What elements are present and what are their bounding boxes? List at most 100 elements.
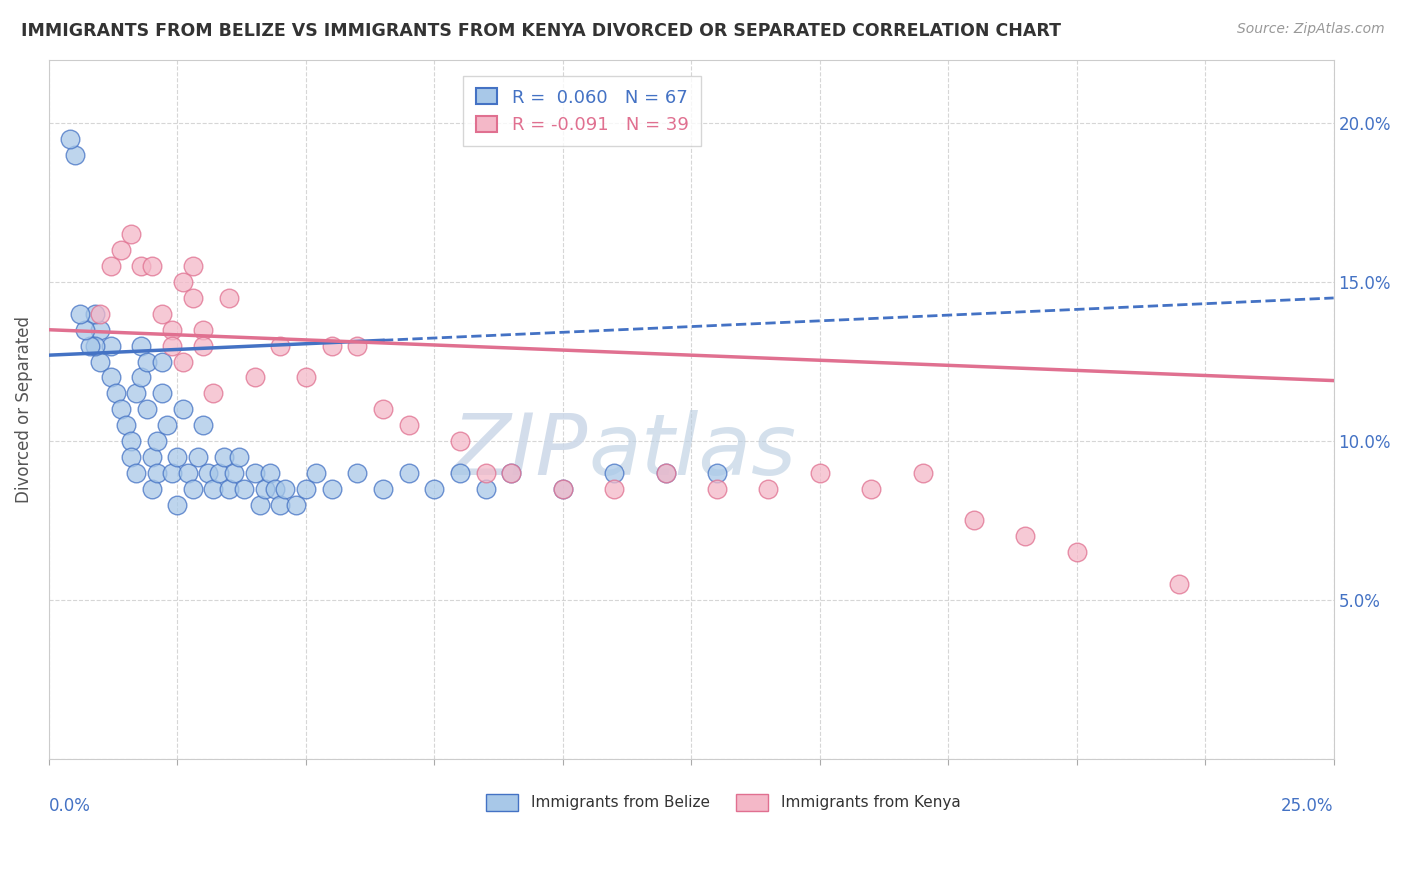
Point xyxy=(100,370,122,384)
Point xyxy=(1168,577,1191,591)
Text: Source: ZipAtlas.com: Source: ZipAtlas.com xyxy=(1237,22,1385,37)
Point xyxy=(125,466,148,480)
Point xyxy=(166,498,188,512)
Point xyxy=(911,466,934,480)
Point xyxy=(474,466,496,480)
Point xyxy=(120,450,142,464)
Point xyxy=(501,466,523,480)
Point xyxy=(654,466,676,480)
Point xyxy=(758,482,780,496)
Point xyxy=(181,482,204,496)
Point xyxy=(58,132,80,146)
FancyBboxPatch shape xyxy=(485,794,517,811)
Point xyxy=(191,323,214,337)
Point xyxy=(79,338,101,352)
Point xyxy=(551,482,574,496)
Point xyxy=(89,323,111,337)
Point xyxy=(295,482,318,496)
Point xyxy=(89,354,111,368)
Point xyxy=(150,386,173,401)
Point xyxy=(115,418,138,433)
Point xyxy=(73,323,96,337)
Point xyxy=(249,498,271,512)
Point xyxy=(346,466,368,480)
Point xyxy=(305,466,328,480)
Point xyxy=(125,386,148,401)
Point xyxy=(191,418,214,433)
Point xyxy=(146,434,169,448)
Point xyxy=(202,386,225,401)
Point xyxy=(963,513,986,527)
Point xyxy=(222,466,245,480)
Point xyxy=(449,466,471,480)
Point xyxy=(172,354,194,368)
Point xyxy=(146,466,169,480)
Point xyxy=(218,291,240,305)
Point xyxy=(706,482,728,496)
Point xyxy=(1066,545,1088,559)
Point xyxy=(253,482,276,496)
Point xyxy=(321,482,343,496)
Point xyxy=(181,259,204,273)
Point xyxy=(501,466,523,480)
Point xyxy=(654,466,676,480)
Point xyxy=(172,275,194,289)
Point xyxy=(156,418,179,433)
Text: IMMIGRANTS FROM BELIZE VS IMMIGRANTS FROM KENYA DIVORCED OR SEPARATED CORRELATIO: IMMIGRANTS FROM BELIZE VS IMMIGRANTS FRO… xyxy=(21,22,1062,40)
Point xyxy=(104,386,127,401)
Point xyxy=(191,338,214,352)
Point xyxy=(371,402,394,417)
Point xyxy=(228,450,250,464)
Point xyxy=(141,259,163,273)
Point xyxy=(233,482,256,496)
Point xyxy=(474,482,496,496)
Point xyxy=(202,482,225,496)
Point xyxy=(808,466,831,480)
Legend: R =  0.060   N = 67, R = -0.091   N = 39: R = 0.060 N = 67, R = -0.091 N = 39 xyxy=(463,76,702,146)
Point xyxy=(141,482,163,496)
Point xyxy=(63,148,86,162)
Point xyxy=(212,450,235,464)
Point xyxy=(269,498,291,512)
Point xyxy=(187,450,209,464)
Point xyxy=(398,418,420,433)
Point xyxy=(269,338,291,352)
Point xyxy=(207,466,229,480)
Y-axis label: Divorced or Separated: Divorced or Separated xyxy=(15,316,32,503)
Point xyxy=(371,482,394,496)
Point xyxy=(162,338,184,352)
Text: 0.0%: 0.0% xyxy=(49,797,91,815)
Point xyxy=(100,338,122,352)
Point xyxy=(449,434,471,448)
Point xyxy=(423,482,446,496)
Point xyxy=(69,307,91,321)
Point xyxy=(162,323,184,337)
Text: Immigrants from Belize: Immigrants from Belize xyxy=(530,795,710,810)
Point xyxy=(150,307,173,321)
Point xyxy=(243,466,266,480)
Text: ZIP: ZIP xyxy=(453,409,589,492)
Point xyxy=(603,466,626,480)
Point xyxy=(181,291,204,305)
Point xyxy=(259,466,281,480)
Point xyxy=(131,259,153,273)
Point xyxy=(131,338,153,352)
Point xyxy=(243,370,266,384)
Point xyxy=(398,466,420,480)
Point xyxy=(135,354,157,368)
Point xyxy=(100,259,122,273)
Point xyxy=(120,227,142,242)
Point xyxy=(131,370,153,384)
Point xyxy=(110,402,132,417)
Text: atlas: atlas xyxy=(589,409,797,492)
Point xyxy=(141,450,163,464)
Point xyxy=(120,434,142,448)
Point xyxy=(274,482,297,496)
Point xyxy=(197,466,219,480)
Point xyxy=(284,498,307,512)
Point xyxy=(162,466,184,480)
Point xyxy=(551,482,574,496)
Point xyxy=(110,244,132,258)
Point xyxy=(321,338,343,352)
Point xyxy=(706,466,728,480)
